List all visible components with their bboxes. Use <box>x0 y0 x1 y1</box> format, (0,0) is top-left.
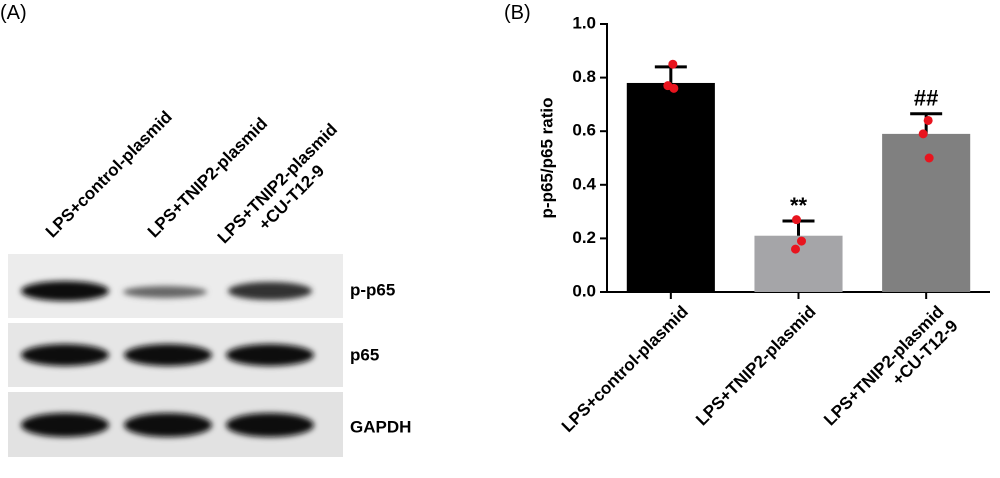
band <box>228 282 312 300</box>
data-point <box>923 115 933 125</box>
protein-label: GAPDH <box>350 417 411 436</box>
y-tick-label: 1.0 <box>572 13 596 32</box>
blot <box>8 254 343 457</box>
data-point <box>924 153 934 163</box>
band <box>226 413 314 437</box>
protein-label: p-p65 <box>350 280 395 299</box>
band <box>21 344 109 366</box>
data-point <box>791 244 800 254</box>
y-tick-label: 0.4 <box>572 174 596 193</box>
protein-label: p65 <box>350 345 379 364</box>
band <box>226 344 314 366</box>
y-tick-label: 0.0 <box>572 281 596 300</box>
y-tick-label: 0.2 <box>572 228 596 247</box>
band <box>124 344 212 366</box>
band <box>124 413 212 437</box>
y-tick-label: 0.8 <box>572 67 596 86</box>
band <box>21 413 109 437</box>
data-point <box>797 236 806 246</box>
data-point <box>669 83 679 93</box>
y-axis-label: p-p65/p65 ratio <box>537 98 556 219</box>
annotation: ** <box>790 193 808 218</box>
panel-label: (B) <box>504 2 531 24</box>
y-tick-label: 0.6 <box>572 121 596 140</box>
panel-label: (A) <box>0 2 27 24</box>
data-point <box>668 59 678 69</box>
data-point <box>918 129 928 139</box>
band <box>123 286 207 298</box>
annotation: ## <box>914 86 938 111</box>
bar <box>754 235 843 292</box>
data-point <box>792 215 801 225</box>
bar <box>626 82 715 293</box>
band <box>21 281 109 301</box>
